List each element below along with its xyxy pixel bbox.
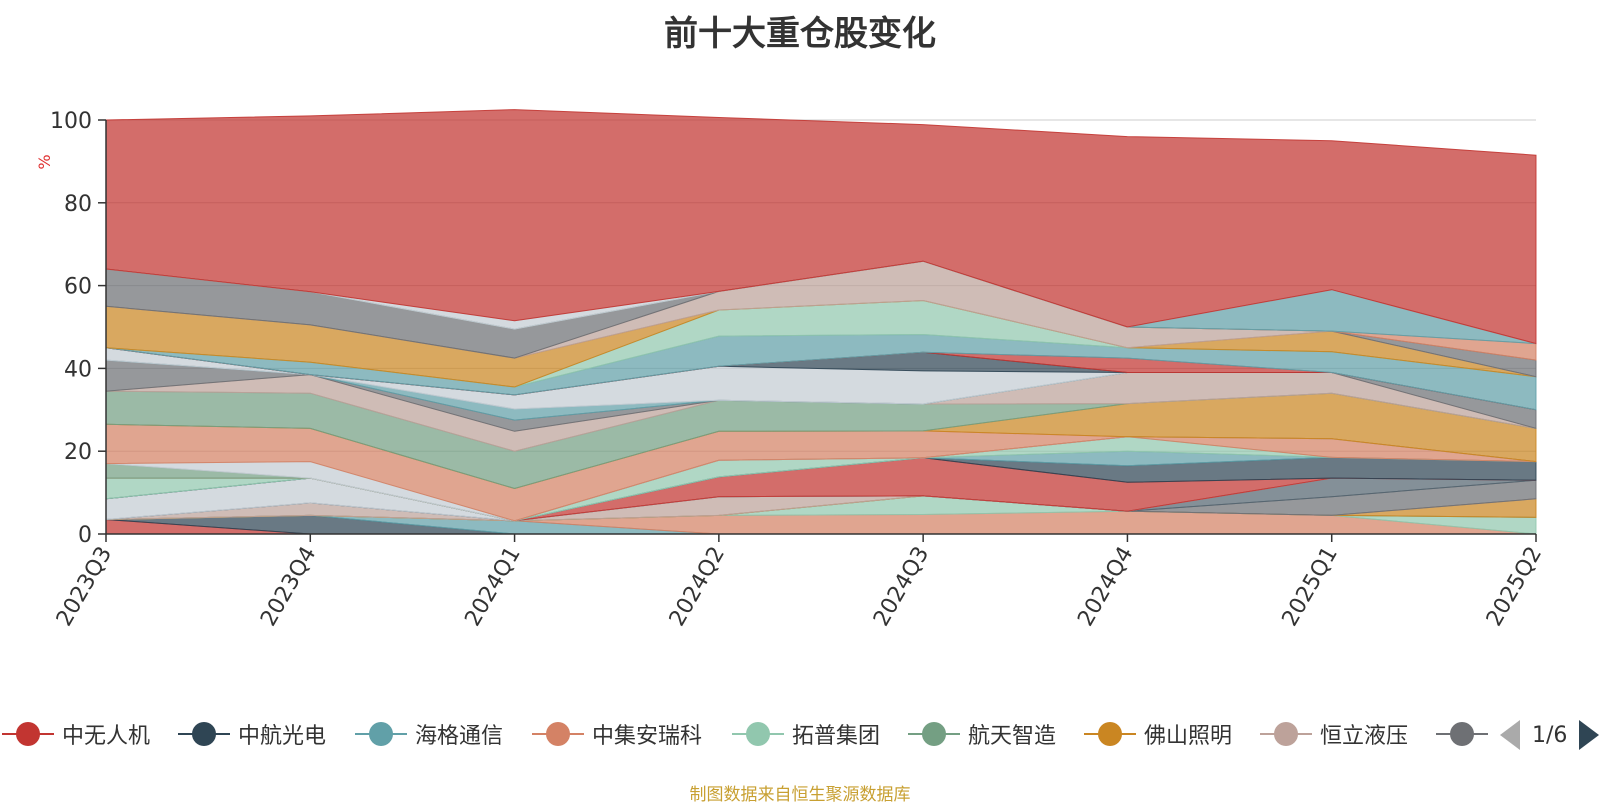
- legend-pager: 1/6: [1500, 718, 1600, 752]
- legend-item-2[interactable]: 海格通信: [355, 714, 503, 754]
- area-series-35: [105, 109, 1537, 345]
- y-tick-label: 60: [64, 275, 92, 300]
- legend-label: 航天智造: [968, 724, 1057, 749]
- y-tick-label: 20: [64, 440, 92, 465]
- x-tick-label: 2023Q4: [256, 543, 321, 631]
- legend-label: 佛山照明: [1144, 724, 1233, 749]
- legend-label: 拓普集团: [792, 724, 881, 749]
- y-tick-label: 80: [64, 192, 92, 217]
- x-tick-label: 2024Q1: [460, 543, 525, 631]
- legend-item-7[interactable]: 恒立液压: [1260, 714, 1408, 754]
- pager-next-icon[interactable]: [1579, 720, 1600, 750]
- legend-label: 中无人机: [62, 724, 151, 749]
- legend-label: 海格通信: [415, 724, 504, 749]
- y-axis-label: %: [35, 154, 54, 169]
- area-layer: [105, 109, 1537, 535]
- legend-item-5[interactable]: 航天智造: [908, 714, 1056, 754]
- x-tick-label: 2024Q3: [869, 543, 934, 631]
- legend-label: 中集安瑞科: [592, 724, 703, 749]
- source-note: 制图数据来自恒生聚源数据库: [689, 785, 911, 805]
- x-tick-label: 2024Q2: [665, 543, 730, 631]
- pager-text: 1/6: [1532, 722, 1568, 748]
- y-tick-label: 0: [78, 523, 92, 548]
- pager-prev-icon[interactable]: [1500, 720, 1520, 750]
- legend-label: 恒立液压: [1320, 724, 1409, 749]
- legend-label: 中航光电: [238, 724, 327, 749]
- legend-item-0[interactable]: 中无人机: [2, 714, 150, 754]
- y-tick-label: 40: [64, 357, 92, 382]
- x-tick-label: 2023Q3: [52, 543, 117, 631]
- legend-item-6[interactable]: 佛山照明: [1084, 714, 1232, 754]
- x-tick-label: 2025Q2: [1482, 543, 1547, 631]
- legend-item-8[interactable]: [1436, 714, 1496, 754]
- x-tick-label: 2024Q4: [1073, 543, 1138, 631]
- legend: 中无人机 中航光电 海格通信 中集安瑞科 拓普集团 航天智造 佛山照明 恒立液压: [0, 714, 1600, 754]
- legend-item-4[interactable]: 拓普集团: [732, 714, 880, 754]
- x-tick-label: 2025Q1: [1278, 543, 1343, 631]
- chart-title: 前十大重仓股变化: [664, 14, 936, 54]
- legend-item-1[interactable]: 中航光电: [178, 714, 326, 754]
- y-tick-label: 100: [50, 109, 92, 134]
- legend-item-3[interactable]: 中集安瑞科: [532, 714, 702, 754]
- area-chart: 0 20 40 60 80 100 2023Q3 2023Q4 2024Q1 2024Q2 2024…: [35, 109, 1547, 631]
